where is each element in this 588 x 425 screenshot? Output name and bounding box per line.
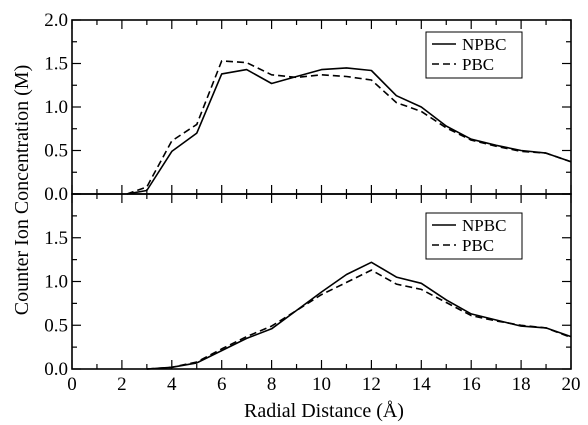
x-tick-label: 18 [512,374,531,395]
legend-label-npbc: NPBC [462,35,506,54]
y-tick-label: 0.0 [44,184,68,205]
y-tick-label: 1.0 [44,97,68,118]
x-tick-label: 12 [362,374,381,395]
legend-label-pbc: PBC [462,236,494,255]
y-tick-label: 1.0 [44,272,68,293]
y-tick-label: 1.5 [44,54,68,75]
x-axis-label: Radial Distance (Å) [244,400,404,422]
y-tick-label: 0.0 [44,359,68,380]
legend-box [425,212,523,260]
x-tick-label: 4 [167,374,177,395]
x-tick-label: 16 [462,374,481,395]
legend-label-npbc: NPBC [462,216,506,235]
x-tick-label: 2 [117,374,127,395]
y-tick-label: 2.0 [44,10,68,31]
series-line-pbc [126,60,572,195]
y-axis-label: Counter Ion Concentration (M) [11,65,33,316]
y-tick-label: 1.5 [44,228,68,249]
x-tick-label: 20 [562,374,581,395]
legend-box [425,31,523,79]
x-tick-label: 10 [312,374,331,395]
series-line-npbc [146,261,572,370]
x-tick-label: 0 [67,374,77,395]
y-tick-label: 0.5 [44,315,68,336]
legend-label-pbc: PBC [462,55,494,74]
y-tick-label: 0.5 [44,141,68,162]
x-tick-label: 14 [412,374,432,395]
x-tick-label: 6 [217,374,227,395]
series-line-pbc [146,269,572,370]
x-tick-label: 8 [267,374,277,395]
series-line-npbc [126,67,572,195]
